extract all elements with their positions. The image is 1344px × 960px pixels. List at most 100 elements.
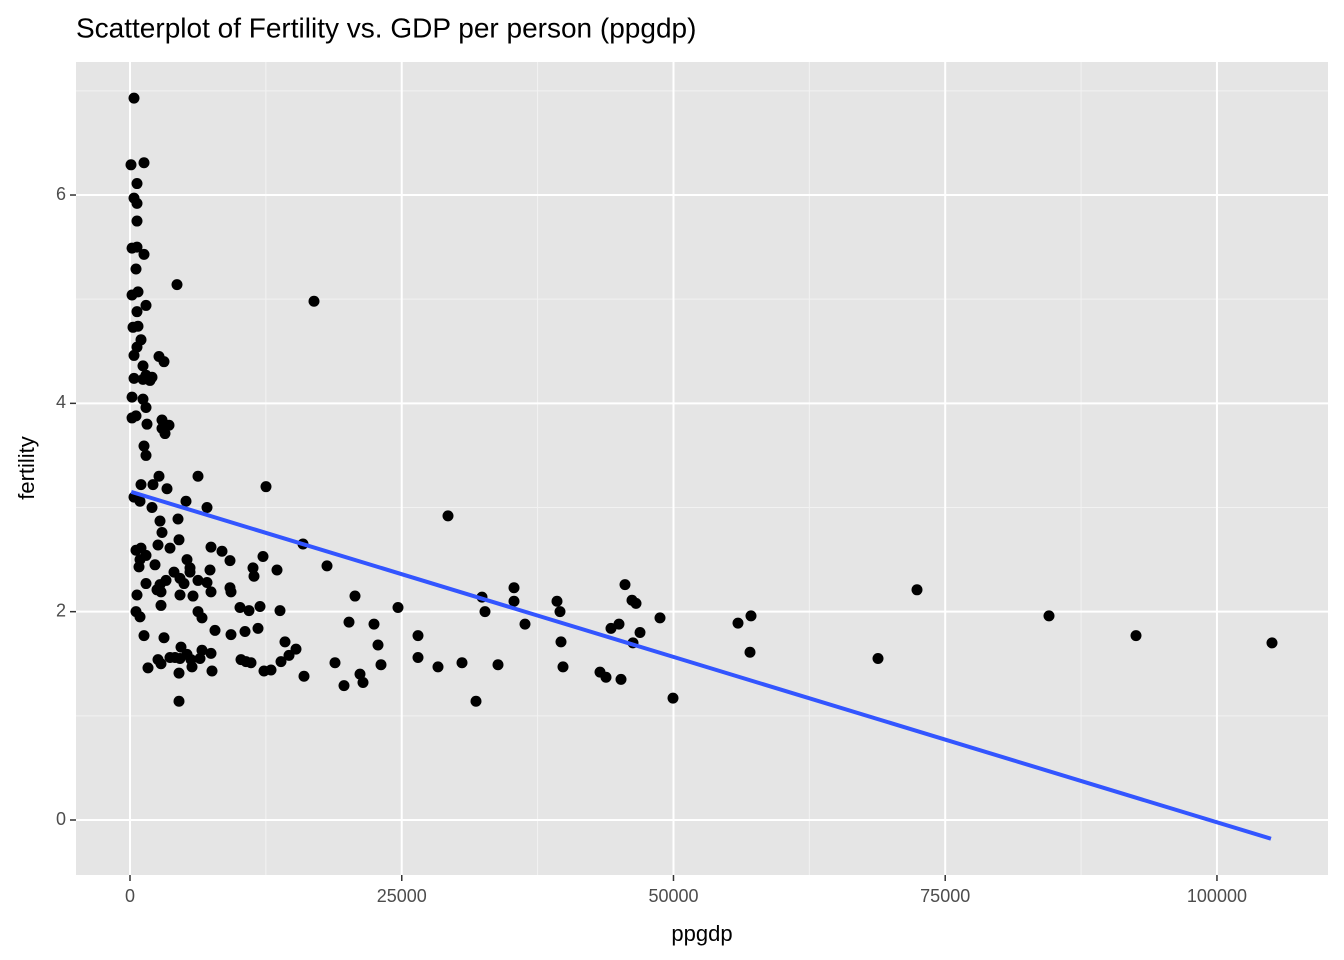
data-point <box>126 391 138 403</box>
data-point <box>508 582 520 594</box>
data-point <box>1130 630 1142 642</box>
data-point <box>135 479 147 491</box>
data-point <box>174 653 186 665</box>
data-point <box>283 649 295 661</box>
data-point <box>159 428 171 440</box>
data-point <box>140 449 152 461</box>
data-point <box>290 643 302 655</box>
data-point <box>186 661 198 673</box>
data-point <box>173 667 185 679</box>
data-point <box>154 515 166 527</box>
data-point <box>265 664 277 676</box>
data-point <box>147 479 159 491</box>
data-point <box>343 616 355 628</box>
data-point <box>245 657 257 669</box>
data-point <box>254 600 266 612</box>
data-point <box>745 610 757 622</box>
data-point <box>155 586 167 598</box>
data-point <box>205 541 217 553</box>
data-point <box>551 595 563 607</box>
data-point <box>557 661 569 673</box>
y-tick-label: 2 <box>56 600 66 620</box>
data-point <box>132 320 144 332</box>
y-tick-label: 0 <box>56 809 66 829</box>
data-point <box>130 263 142 275</box>
data-point <box>298 670 310 682</box>
data-point <box>173 695 185 707</box>
data-point <box>153 470 165 482</box>
data-point <box>138 440 150 452</box>
data-point <box>248 570 260 582</box>
data-point <box>131 215 143 227</box>
data-point <box>155 658 167 670</box>
data-point <box>744 646 756 658</box>
data-point <box>194 653 206 665</box>
data-point <box>134 611 146 623</box>
data-point <box>133 561 145 573</box>
data-point <box>257 550 269 562</box>
data-point <box>128 92 140 104</box>
data-point <box>392 602 404 614</box>
data-point <box>357 677 369 689</box>
data-point <box>140 402 152 414</box>
data-point <box>329 657 341 669</box>
data-point <box>163 419 175 431</box>
data-point <box>131 241 143 253</box>
data-point <box>368 618 380 630</box>
data-point <box>196 644 208 656</box>
data-point <box>140 578 152 590</box>
plot-panel <box>76 62 1328 875</box>
data-point <box>206 665 218 677</box>
data-point <box>142 662 154 674</box>
data-point <box>125 159 137 171</box>
data-point <box>131 341 143 353</box>
x-tick-label: 75000 <box>920 886 970 906</box>
data-point <box>155 599 167 611</box>
data-point <box>456 657 468 669</box>
data-point <box>508 595 520 607</box>
data-point <box>432 661 444 673</box>
data-point <box>126 289 138 301</box>
data-point <box>196 612 208 624</box>
data-point <box>554 606 566 618</box>
data-point <box>144 374 156 386</box>
data-point <box>128 349 140 361</box>
data-point <box>131 306 143 318</box>
data-point <box>134 495 146 507</box>
data-point <box>141 418 153 430</box>
data-point <box>216 545 228 557</box>
data-point <box>634 627 646 639</box>
data-point <box>372 639 384 651</box>
data-point <box>732 617 744 629</box>
data-point <box>201 502 213 514</box>
data-point <box>171 279 183 291</box>
data-point <box>274 605 286 617</box>
data-point <box>412 652 424 664</box>
data-point <box>412 630 424 642</box>
data-point <box>164 542 176 554</box>
data-point <box>137 393 149 405</box>
data-point <box>224 555 236 567</box>
data-point <box>600 671 612 683</box>
y-tick-label: 4 <box>56 392 66 412</box>
data-point <box>130 410 142 422</box>
data-point <box>156 527 168 539</box>
data-point <box>184 566 196 578</box>
data-point <box>619 579 631 591</box>
data-point <box>338 680 350 692</box>
data-point <box>234 602 246 614</box>
x-tick-label: 25000 <box>377 886 427 906</box>
data-point <box>138 248 150 260</box>
x-tick-label: 0 <box>125 886 135 906</box>
data-point <box>149 559 161 571</box>
data-point <box>192 470 204 482</box>
data-point <box>225 586 237 598</box>
data-point <box>146 502 158 514</box>
data-point <box>181 554 193 566</box>
y-axis-label: fertility <box>14 436 39 500</box>
data-point <box>239 625 251 637</box>
data-point <box>131 589 143 601</box>
data-point <box>180 495 192 507</box>
data-point <box>131 197 143 209</box>
